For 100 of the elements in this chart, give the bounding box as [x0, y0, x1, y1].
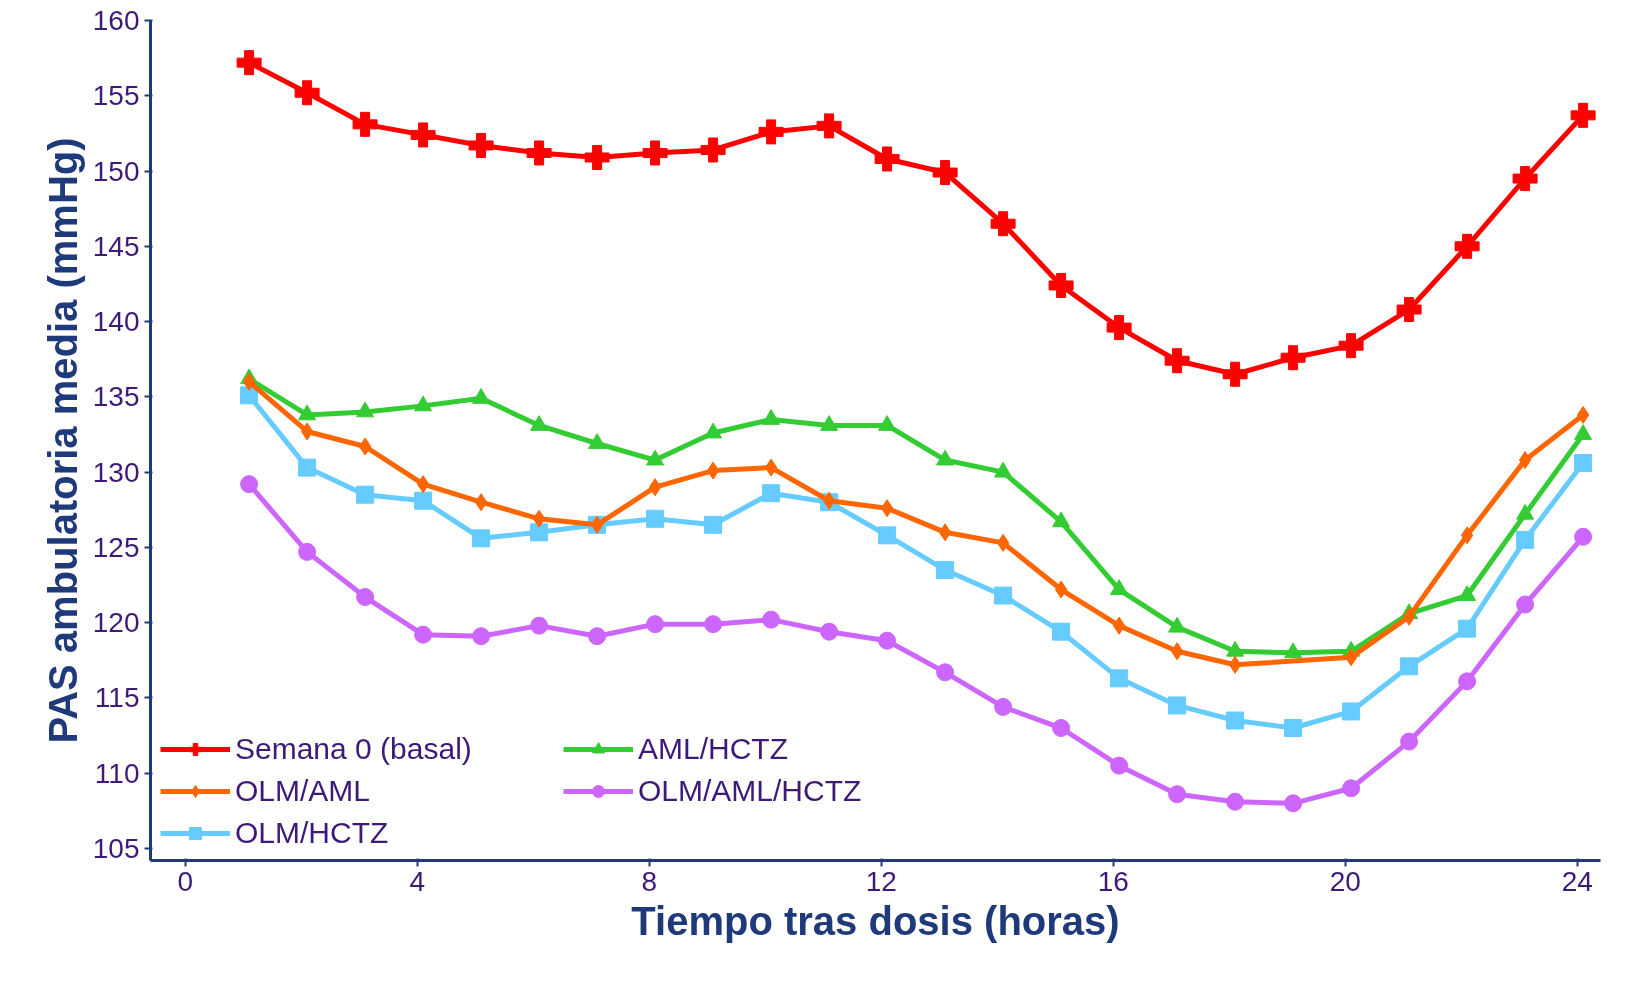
- point: [1342, 702, 1361, 721]
- point: [1454, 233, 1480, 259]
- legend-label: OLM/AML: [235, 774, 372, 808]
- point: [588, 627, 607, 646]
- point: [762, 610, 781, 629]
- y-axis-title: PAS ambulatoria media (mmHg): [40, 137, 85, 744]
- point: [1402, 607, 1416, 626]
- point: [356, 588, 375, 607]
- point: [1106, 315, 1132, 341]
- x-axis-title: Tiempo tras dosis (horas): [631, 898, 1120, 943]
- point: [472, 529, 491, 548]
- x-tick-label: 4: [409, 865, 426, 897]
- point: [936, 560, 955, 579]
- point: [1338, 333, 1364, 359]
- point: [236, 50, 262, 76]
- point: [1054, 580, 1068, 599]
- point: [526, 140, 552, 166]
- point: [1052, 719, 1071, 738]
- point: [648, 478, 662, 497]
- point: [1280, 345, 1306, 371]
- point: [994, 697, 1013, 716]
- point: [414, 625, 433, 644]
- point: [474, 493, 488, 512]
- point: [294, 80, 320, 106]
- point: [1170, 642, 1184, 661]
- point: [1460, 526, 1474, 545]
- point: [416, 475, 430, 494]
- point: [1110, 756, 1129, 775]
- point: [1400, 657, 1419, 676]
- point: [1400, 732, 1419, 751]
- y-tick-label: 140: [92, 306, 140, 338]
- y-tick-label: 105: [92, 832, 140, 864]
- y-tick-label: 130: [92, 456, 140, 488]
- point: [762, 484, 781, 503]
- point: [532, 509, 546, 528]
- point: [242, 372, 256, 391]
- legend-label: OLM/AML/HCTZ: [638, 774, 863, 808]
- point: [1458, 619, 1477, 638]
- point: [1284, 794, 1303, 813]
- point: [358, 437, 372, 456]
- point: [240, 475, 259, 494]
- point: [1512, 166, 1538, 192]
- point: [1458, 672, 1477, 691]
- point: [298, 458, 317, 477]
- y-tick-label: 120: [92, 607, 140, 639]
- y-tick-label: 145: [92, 230, 140, 262]
- point: [352, 111, 378, 137]
- point: [584, 144, 610, 170]
- point: [1168, 785, 1187, 804]
- point: [706, 461, 720, 480]
- x-tick-label: 24: [1561, 865, 1593, 897]
- x-tick-label: 8: [641, 865, 658, 897]
- point: [996, 533, 1010, 552]
- point: [1052, 622, 1071, 641]
- point: [468, 132, 494, 158]
- point: [1222, 361, 1248, 387]
- point: [1574, 454, 1593, 473]
- y-tick-label: 150: [92, 155, 140, 187]
- point: [1284, 719, 1303, 738]
- point: [700, 137, 726, 163]
- point: [1112, 616, 1126, 635]
- point: [642, 140, 668, 166]
- point: [878, 526, 897, 545]
- y-tick-label: 160: [92, 5, 140, 36]
- point: [994, 586, 1013, 605]
- point: [874, 146, 900, 172]
- x-tick-label: 16: [1097, 865, 1129, 897]
- y-tick-label: 155: [92, 80, 140, 112]
- point: [414, 491, 433, 510]
- point: [300, 422, 314, 441]
- point: [298, 542, 317, 561]
- y-tick-label: 110: [94, 757, 140, 789]
- point: [936, 663, 955, 682]
- y-tick-label: 125: [92, 531, 140, 563]
- point: [646, 509, 665, 528]
- point: [1342, 779, 1361, 798]
- legend-label: OLM/HCTZ: [235, 816, 390, 850]
- point: [1110, 669, 1129, 688]
- x-tick-label: 12: [865, 865, 897, 897]
- legend-label: Semana 0 (basal): [235, 732, 473, 766]
- point: [990, 211, 1016, 237]
- point: [1226, 711, 1245, 730]
- x-tick-label: 0: [177, 865, 194, 897]
- point: [1574, 527, 1593, 546]
- point: [938, 523, 952, 542]
- point: [880, 499, 894, 518]
- point: [1048, 272, 1074, 298]
- y-tick-label: 115: [94, 682, 140, 714]
- legend-label: AML/HCTZ: [638, 732, 789, 766]
- point: [932, 160, 958, 186]
- y-tick-label: 135: [92, 381, 140, 413]
- point: [530, 616, 549, 635]
- point: [646, 615, 665, 634]
- point: [1228, 655, 1242, 674]
- point: [472, 627, 491, 646]
- point: [816, 113, 842, 139]
- point: [1516, 530, 1535, 549]
- point: [764, 458, 778, 477]
- point: [1164, 348, 1190, 374]
- point: [1518, 451, 1532, 470]
